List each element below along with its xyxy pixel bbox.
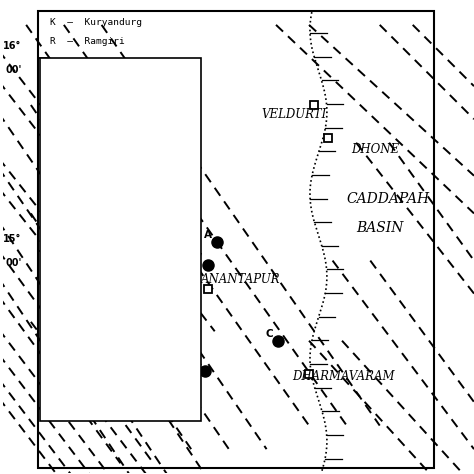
Text: K: K (95, 328, 103, 338)
Text: CADDAPAH: CADDAPAH (346, 192, 430, 206)
Text: 15°: 15° (3, 234, 21, 244)
Text: C: C (265, 328, 273, 338)
Text: ANANTAPUR: ANANTAPUR (201, 273, 280, 286)
Text: A: A (204, 229, 212, 240)
Text: DHARMAVARAM: DHARMAVARAM (292, 370, 395, 383)
Text: 00': 00' (5, 258, 21, 268)
Text: R  –  Ramgiri: R – Ramgiri (50, 36, 125, 46)
Text: L: L (143, 251, 150, 261)
Text: V: V (194, 253, 202, 263)
Text: DHONE: DHONE (351, 143, 400, 156)
Text: GUNTAKAL: GUNTAKAL (45, 202, 115, 215)
Text: 16°: 16° (3, 41, 21, 51)
Text: K  –  Kuryandurg: K – Kuryandurg (50, 18, 142, 27)
Text: VELDURTI: VELDURTI (262, 108, 327, 121)
Bar (38, 11, 434, 468)
Text: W: W (164, 229, 176, 240)
Text: BASIN: BASIN (356, 220, 403, 235)
Text: R: R (194, 357, 202, 367)
Bar (40, 58, 201, 421)
Text: 00': 00' (5, 65, 21, 75)
